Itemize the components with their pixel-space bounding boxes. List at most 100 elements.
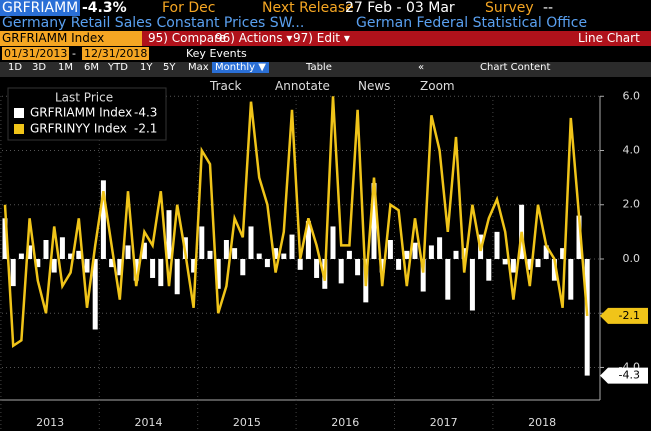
release-dates: 27 Feb - 03 Mar [345, 0, 455, 16]
bar [150, 258, 156, 278]
range-button[interactable]: 5Y [163, 62, 176, 73]
bar [469, 258, 475, 311]
x-tick-label: 2015 [233, 416, 261, 429]
bar [174, 258, 180, 295]
bar [584, 258, 590, 376]
actions[interactable]: 96) Actions ▾ [215, 31, 293, 45]
bar [92, 258, 98, 330]
legend-value: -4.3 [134, 106, 157, 120]
chart-kind[interactable]: Line Chart [578, 31, 640, 45]
bar [182, 237, 188, 259]
tool-button[interactable]: News [358, 79, 391, 93]
frequency[interactable]: Monthly ▼ [212, 62, 269, 73]
bar [264, 258, 270, 268]
tool-button[interactable]: Track [210, 79, 242, 93]
key-events[interactable]: Key Events [186, 47, 247, 60]
bar [396, 258, 402, 270]
survey-value: -- [543, 0, 554, 16]
release-label: Next Release [262, 0, 354, 16]
compare[interactable]: 95) Compare [148, 31, 227, 45]
bar [453, 250, 459, 259]
range-button[interactable]: 1D [8, 62, 23, 73]
security[interactable]: GRFRIAMM Index [0, 31, 142, 46]
range-button[interactable]: Max [188, 62, 209, 73]
bar [486, 258, 492, 281]
table[interactable]: Table [306, 62, 332, 73]
change: -4.3% [82, 0, 127, 16]
bar [387, 240, 393, 259]
bar [68, 253, 74, 259]
start-date[interactable]: 01/31/2013 [2, 47, 70, 60]
legend-label: GRFRIAMM Index [30, 106, 132, 120]
bar [2, 218, 8, 259]
range-button[interactable]: 6M [84, 62, 99, 73]
bar [207, 250, 213, 259]
bar [256, 253, 262, 259]
value-tag-label: -2.1 [619, 309, 640, 322]
bar [240, 258, 246, 276]
tools-row: Track Annotate News Zoom [0, 79, 651, 96]
range-button[interactable]: 1M [58, 62, 73, 73]
range-button[interactable]: 3D [32, 62, 47, 73]
ticker: GRFRIAMM [0, 0, 81, 16]
bar [289, 234, 295, 259]
range-button[interactable]: 1Y [140, 62, 153, 73]
source: German Federal Statistical Office [356, 15, 588, 31]
end-date[interactable]: 12/31/2018 [82, 47, 150, 60]
description: Germany Retail Sales Constant Prices SW.… [2, 15, 305, 31]
bar [84, 258, 90, 273]
header-row: GRFRIAMM -4.3% For Dec Next Release 27 F… [0, 0, 651, 16]
period: For Dec [162, 0, 216, 16]
bar [199, 226, 205, 259]
bar [330, 226, 336, 259]
bar [363, 258, 369, 303]
bar [502, 258, 508, 265]
tool-button[interactable]: Zoom [420, 79, 455, 93]
bar [355, 258, 361, 276]
bar [109, 258, 115, 268]
y-tick-label: 2.0 [623, 198, 641, 211]
edit[interactable]: 97) Edit ▾ [293, 31, 350, 45]
bar [51, 258, 57, 273]
bar [551, 258, 557, 281]
value-tag [600, 367, 648, 384]
legend-swatch [14, 124, 24, 134]
bar [133, 258, 139, 281]
bar [576, 215, 582, 259]
bar [437, 237, 443, 259]
date-row: 01/31/2013 - 12/31/2018 Key Events [0, 47, 651, 62]
bar [314, 258, 320, 278]
bar [100, 180, 106, 259]
legend-label: GRFRINYY Index [30, 122, 127, 136]
bar [281, 253, 287, 259]
bar [322, 258, 328, 289]
chart-content[interactable]: Chart Content [480, 62, 551, 73]
bar [527, 258, 533, 270]
toolbar: GRFRIAMM Index 95) Compare 96) Actions ▾… [0, 31, 651, 46]
bar [232, 248, 238, 259]
legend-value: -2.1 [134, 122, 157, 136]
bar [18, 253, 24, 259]
y-tick-label: -2.0 [619, 306, 640, 319]
range-row: Monthly ▼ Table « Chart Content 1D 3D 1M 6M… [0, 62, 651, 77]
bar [535, 258, 541, 268]
range-button[interactable]: YTD [108, 62, 128, 73]
bar [215, 258, 221, 289]
bar [191, 258, 197, 273]
value-tag [600, 307, 648, 324]
bar [519, 204, 525, 259]
bar [305, 221, 311, 259]
bar [371, 183, 377, 259]
collapse[interactable]: « [418, 62, 425, 73]
bar [346, 250, 352, 259]
bar [141, 242, 147, 259]
bar [568, 258, 574, 300]
tool-button[interactable]: Annotate [275, 79, 330, 93]
bar [158, 258, 164, 287]
bar [76, 250, 82, 259]
x-tick-label: 2014 [135, 416, 163, 429]
x-tick-label: 2016 [331, 416, 359, 429]
survey-label: Survey [485, 0, 534, 16]
legend-swatch [14, 108, 24, 118]
y-tick-label: 4.0 [623, 144, 641, 157]
